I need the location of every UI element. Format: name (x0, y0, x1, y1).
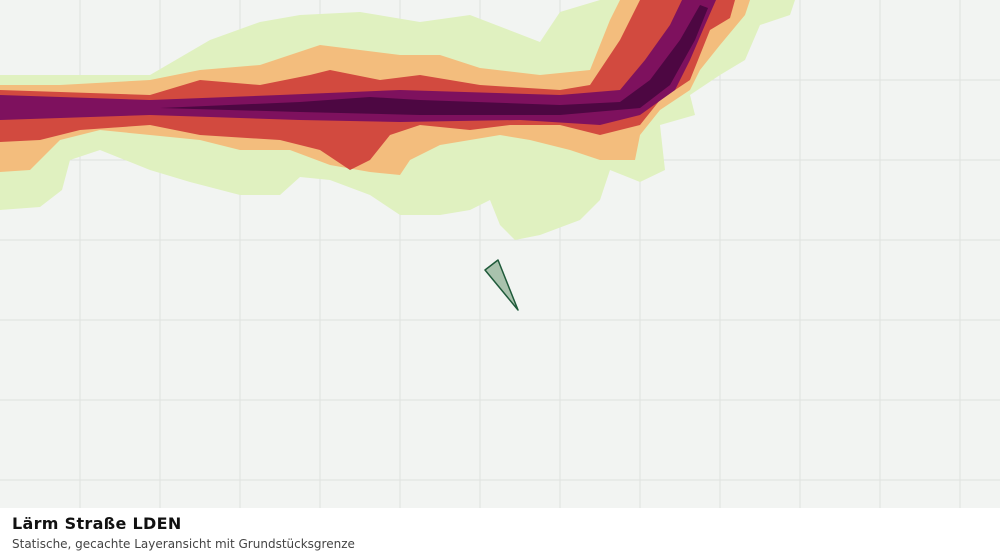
noise-band-high (0, 0, 735, 170)
map-title: Lärm Straße LDEN (12, 514, 182, 533)
noise-layer (0, 0, 795, 240)
parcel-boundary (484, 259, 519, 311)
map-view (0, 0, 1000, 508)
map-subtitle: Statische, gecachte Layeransicht mit Gru… (12, 537, 355, 551)
caption: Lärm Straße LDEN Statische, gecachte Lay… (0, 508, 1000, 560)
